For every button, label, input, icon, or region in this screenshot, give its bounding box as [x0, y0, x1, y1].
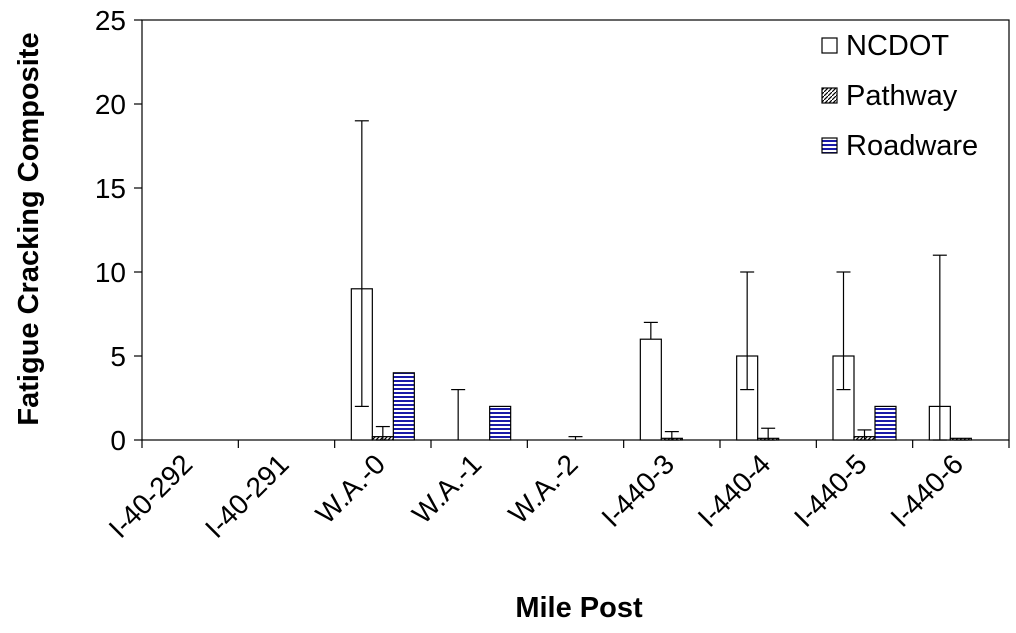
error-bar-pathway-8 — [953, 438, 968, 441]
bars — [350, 288, 972, 441]
error-bar-ncdot-6 — [740, 271, 755, 391]
error-bar-ncdot-2 — [354, 120, 369, 407]
legend-label: Pathway — [846, 80, 958, 112]
x-tick-label-5: I-440-3 — [595, 448, 680, 533]
error-bars — [354, 120, 968, 441]
legend: NCDOT Pathway Roadware — [821, 30, 978, 162]
error-bar-ncdot-7 — [836, 271, 851, 391]
x-tick-label-6: I-440-4 — [692, 448, 777, 533]
legend-item-roadware: Roadware — [821, 130, 978, 162]
y-tick-label-5: 25 — [95, 5, 126, 36]
x-tick-label-3: W.A.-1 — [406, 448, 487, 529]
x-tick-label-7: I-440-5 — [788, 448, 873, 533]
y-tick-label-1: 5 — [110, 341, 126, 372]
bar-roadware-2 — [392, 372, 415, 441]
legend-label: NCDOT — [846, 30, 949, 62]
x-axis-title: Mile Post — [515, 592, 643, 624]
legend-swatch — [821, 37, 838, 54]
error-bar-pathway-6 — [761, 427, 776, 441]
legend-item-ncdot: NCDOT — [821, 30, 949, 62]
error-bar-pathway-5 — [664, 431, 679, 441]
error-bar-ncdot-8 — [932, 254, 947, 441]
legend-label: Roadware — [846, 130, 978, 162]
legend-swatch — [821, 87, 838, 104]
legend-swatch — [821, 137, 838, 154]
legend-item-pathway: Pathway — [821, 80, 958, 112]
x-tick-label-8: I-440-6 — [884, 448, 969, 533]
error-bar-ncdot-3 — [451, 389, 466, 440]
error-bar-pathway-2 — [375, 425, 390, 441]
x-tick-label-0: I-40-292 — [103, 448, 199, 544]
error-bar-ncdot-5 — [643, 321, 658, 340]
bar-roadware-7 — [874, 405, 897, 441]
error-bar-pathway-7 — [857, 429, 872, 441]
y-tick-label-2: 10 — [95, 257, 126, 288]
error-bar-pathway-4 — [568, 436, 583, 440]
y-tick-label-3: 15 — [95, 173, 126, 204]
y-axis-title: Fatigue Cracking Composite — [13, 32, 45, 425]
x-tick-label-4: W.A.-2 — [502, 448, 583, 529]
y-tick-labels: 0 5 10 15 20 25 — [95, 5, 126, 456]
axes — [134, 19, 1010, 448]
x-tick-label-2: W.A.-0 — [310, 448, 391, 529]
bar-roadware-3 — [489, 405, 512, 441]
x-tick-labels: I-40-292 I-40-291 W.A.-0 W.A.-1 W.A.-2 I-440-… — [103, 448, 969, 544]
y-tick-label-4: 20 — [95, 89, 126, 120]
x-tick-label-1: I-40-291 — [199, 448, 295, 544]
bar-ncdot-5 — [639, 338, 662, 441]
y-tick-label-0: 0 — [110, 425, 126, 456]
